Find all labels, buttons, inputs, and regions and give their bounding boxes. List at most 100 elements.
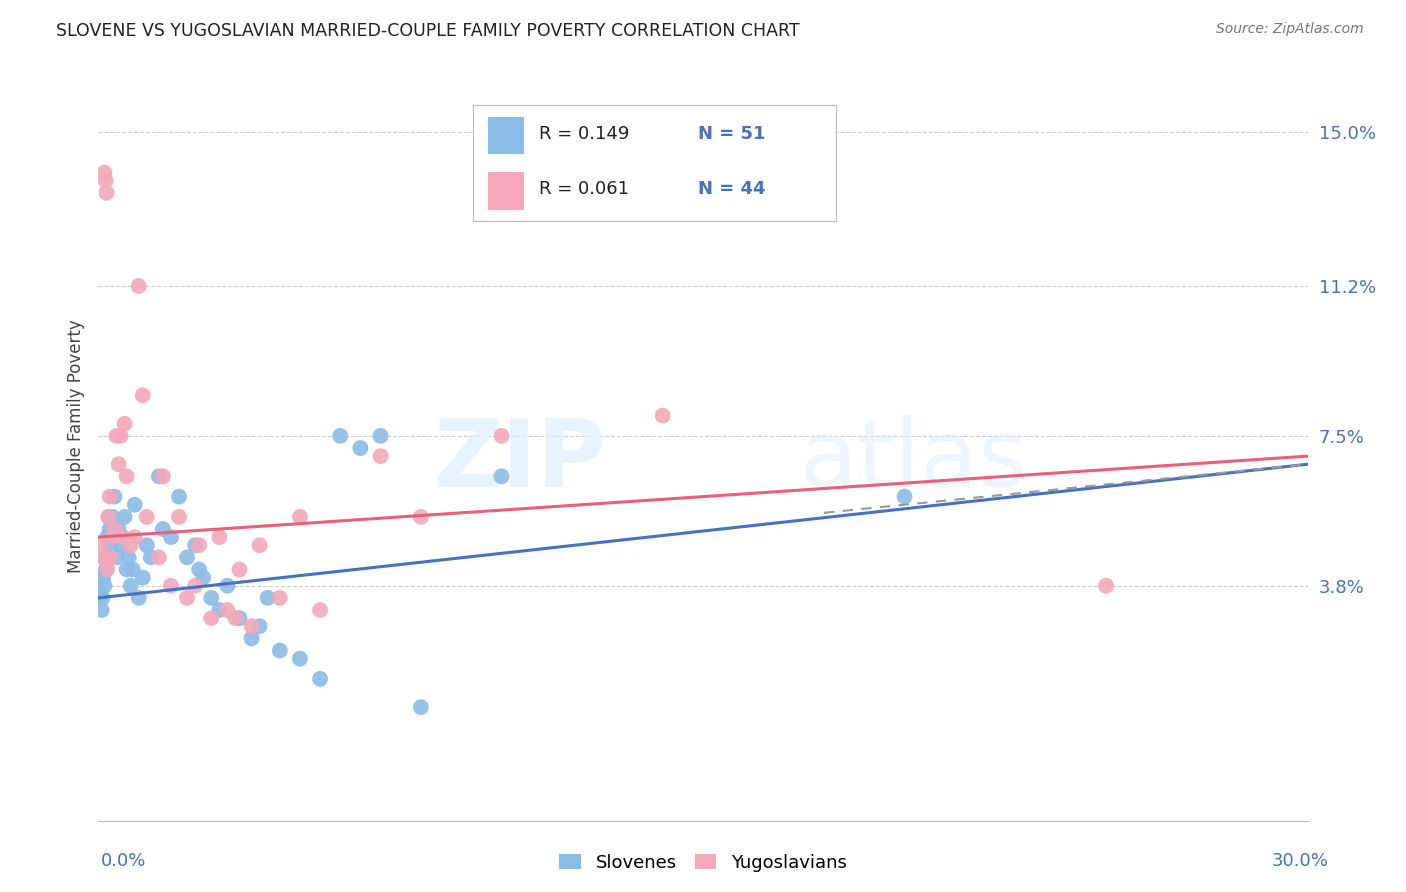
Point <box>132 571 155 585</box>
Point <box>100 550 122 565</box>
Point <box>893 490 915 504</box>
Point <box>110 429 132 443</box>
Point <box>200 591 222 605</box>
Point <box>97 509 120 524</box>
Point <box>148 550 170 565</box>
Point <box>91 550 114 565</box>
Point <box>97 509 120 524</box>
Y-axis label: Married-Couple Family Poverty: Married-Couple Family Poverty <box>66 319 84 573</box>
Point <box>101 509 124 524</box>
Point <box>107 457 129 471</box>
Point <box>1095 579 1118 593</box>
Point <box>651 409 673 423</box>
Point <box>160 530 183 544</box>
Point <box>93 166 115 180</box>
Point <box>152 469 174 483</box>
Point <box>110 538 132 552</box>
Point <box>224 611 246 625</box>
Point <box>93 579 115 593</box>
Point <box>288 651 311 665</box>
Point <box>124 530 146 544</box>
Point <box>228 562 250 576</box>
Point <box>491 469 513 483</box>
Point <box>107 522 129 536</box>
Point <box>98 522 121 536</box>
Point <box>176 550 198 565</box>
Point <box>167 490 190 504</box>
Point <box>98 490 121 504</box>
Point <box>193 571 215 585</box>
Point <box>329 429 352 443</box>
Point <box>96 186 118 200</box>
Text: SLOVENE VS YUGOSLAVIAN MARRIED-COUPLE FAMILY POVERTY CORRELATION CHART: SLOVENE VS YUGOSLAVIAN MARRIED-COUPLE FA… <box>56 22 800 40</box>
Point <box>309 672 332 686</box>
Point <box>409 700 432 714</box>
Point <box>91 571 114 585</box>
Point <box>139 550 162 565</box>
Point <box>184 579 207 593</box>
Point <box>128 279 150 293</box>
Point <box>103 490 125 504</box>
Text: Source: ZipAtlas.com: Source: ZipAtlas.com <box>1216 22 1364 37</box>
Point <box>176 591 198 605</box>
Point <box>249 619 271 633</box>
Point <box>111 530 134 544</box>
Legend: Slovenes, Yugoslavians: Slovenes, Yugoslavians <box>553 847 853 879</box>
Point <box>124 498 146 512</box>
Point <box>90 603 112 617</box>
Point <box>91 591 114 605</box>
Point <box>120 579 142 593</box>
Point <box>132 388 155 402</box>
Text: 30.0%: 30.0% <box>1272 852 1329 870</box>
Point <box>115 562 138 576</box>
Point <box>228 611 250 625</box>
Point <box>114 417 136 431</box>
Point <box>135 538 157 552</box>
Point <box>188 538 211 552</box>
Point <box>118 550 141 565</box>
Point <box>120 538 142 552</box>
Point <box>105 550 128 565</box>
Point <box>370 449 392 463</box>
Point <box>409 509 432 524</box>
Point <box>96 530 118 544</box>
Text: 0.0%: 0.0% <box>101 852 146 870</box>
Point <box>309 603 332 617</box>
Point <box>121 562 143 576</box>
Point <box>114 509 136 524</box>
Point <box>128 591 150 605</box>
Point <box>135 509 157 524</box>
Point <box>240 632 263 646</box>
Point <box>200 611 222 625</box>
Point <box>217 579 239 593</box>
Point <box>208 603 231 617</box>
Point <box>115 469 138 483</box>
Point <box>103 522 125 536</box>
Point <box>111 530 134 544</box>
Point <box>152 522 174 536</box>
Point <box>208 530 231 544</box>
Point <box>96 562 118 576</box>
Point <box>217 603 239 617</box>
Point <box>184 538 207 552</box>
Point <box>188 562 211 576</box>
Point <box>249 538 271 552</box>
Text: ZIP: ZIP <box>433 415 606 507</box>
Point <box>167 509 190 524</box>
Point <box>491 429 513 443</box>
Point <box>349 441 371 455</box>
Point <box>160 579 183 593</box>
Point <box>96 550 118 565</box>
Point <box>100 538 122 552</box>
Point <box>288 509 311 524</box>
Point <box>101 530 124 544</box>
Point <box>105 429 128 443</box>
Point <box>269 591 291 605</box>
Text: atlas: atlas <box>800 415 1028 507</box>
Point <box>94 174 117 188</box>
Point <box>269 643 291 657</box>
Point <box>94 562 117 576</box>
Point <box>148 469 170 483</box>
Point <box>240 619 263 633</box>
Point <box>89 587 111 601</box>
